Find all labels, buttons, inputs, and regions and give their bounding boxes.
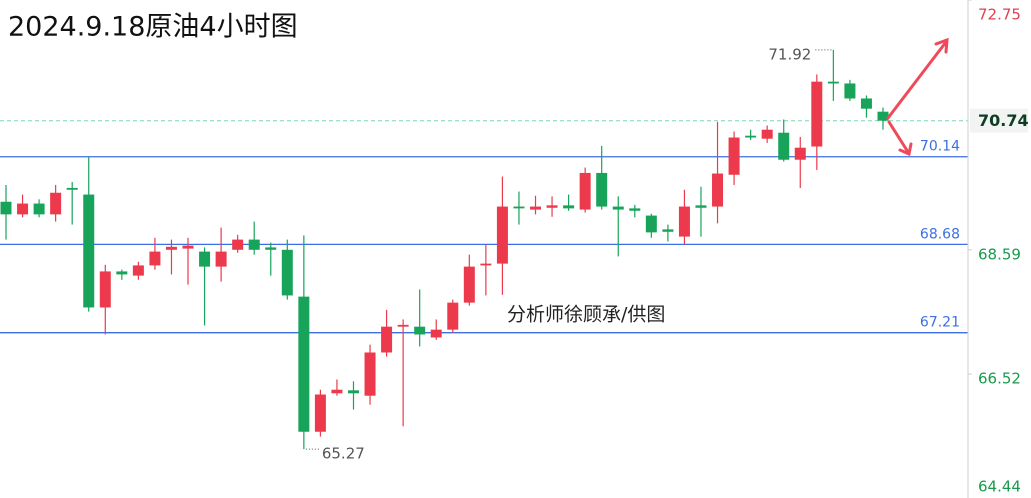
candle-body: [662, 229, 674, 232]
price-tag-label: 70.74: [978, 111, 1029, 130]
candle-body: [199, 251, 211, 267]
candle-body: [99, 271, 111, 308]
arrow-head: [898, 142, 913, 157]
candle-body: [745, 135, 757, 138]
candle-body: [298, 296, 310, 432]
candle-body: [546, 205, 558, 208]
axis-layer: 64.44 66.52 68.59 72.75 70.74: [968, 0, 1029, 496]
candle-body: [645, 215, 657, 233]
arrow-up: [886, 40, 948, 120]
candle-body: [728, 137, 740, 175]
level-label: 67.21: [920, 315, 960, 331]
candle-body: [364, 352, 376, 396]
candle-body: [778, 132, 790, 160]
candle-body: [463, 266, 475, 303]
candle-body: [513, 206, 525, 209]
candle-body: [165, 246, 177, 250]
candle-body: [33, 203, 45, 215]
candle-body: [430, 329, 442, 338]
candle-body: [132, 265, 144, 276]
y-tick-label: 64.44: [978, 478, 1021, 496]
candle-body: [877, 111, 889, 121]
level-label: 68.68: [920, 226, 960, 242]
candle-body: [17, 203, 29, 215]
candles-layer: [0, 49, 889, 450]
candle-body: [232, 239, 244, 250]
candle-body: [712, 173, 724, 207]
candle-body: [331, 389, 343, 394]
arrow-head: [934, 37, 949, 54]
candle-body: [149, 251, 161, 266]
chart-title: 2024.9.18原油4小时图: [8, 12, 298, 43]
min-label: 65.27: [322, 445, 365, 463]
candle-body: [496, 206, 508, 264]
candle-body: [0, 201, 12, 215]
candle-body: [563, 205, 575, 209]
candle-body: [579, 172, 591, 210]
candle-body: [215, 251, 227, 267]
y-tick-label: 68.59: [978, 245, 1021, 263]
candle-body: [761, 129, 773, 139]
max-label: 71.92: [768, 45, 811, 63]
candle-body: [678, 206, 690, 237]
candle-body: [314, 394, 326, 432]
candle-body: [860, 98, 872, 109]
candle-body: [281, 249, 293, 296]
candle-body: [265, 247, 277, 250]
y-tick-label: 72.75: [978, 6, 1021, 24]
watermark: 分析师徐顾承/供图: [507, 304, 665, 326]
candle-body: [530, 206, 542, 210]
candle-body: [695, 205, 707, 208]
candle-body: [596, 172, 608, 207]
candle-body: [612, 206, 624, 210]
candle-body: [116, 271, 128, 275]
candle-body: [397, 324, 409, 327]
candle-body: [480, 263, 492, 266]
arrow-down: [887, 120, 910, 154]
y-tick-label: 66.52: [978, 370, 1021, 388]
candle-body: [794, 147, 806, 160]
candle-body: [248, 239, 260, 250]
price-tag: [970, 108, 1028, 133]
candle-body: [811, 81, 823, 147]
candle-body: [66, 187, 78, 190]
candle-body: [629, 208, 641, 211]
arrows: [886, 37, 949, 157]
candle-body: [844, 83, 856, 99]
candle-body: [381, 326, 393, 353]
candle-body: [182, 245, 194, 249]
levels-layer: 70.14 68.68 67.21: [0, 120, 968, 334]
candle-body: [414, 326, 426, 335]
candle-body: [50, 192, 62, 215]
candle-body: [447, 302, 459, 330]
candle-body: [83, 194, 95, 308]
candle-body: [347, 390, 359, 394]
level-label: 70.14: [920, 139, 960, 155]
candle-body: [827, 81, 839, 84]
notes-layer: 71.92 65.27: [305, 45, 832, 463]
